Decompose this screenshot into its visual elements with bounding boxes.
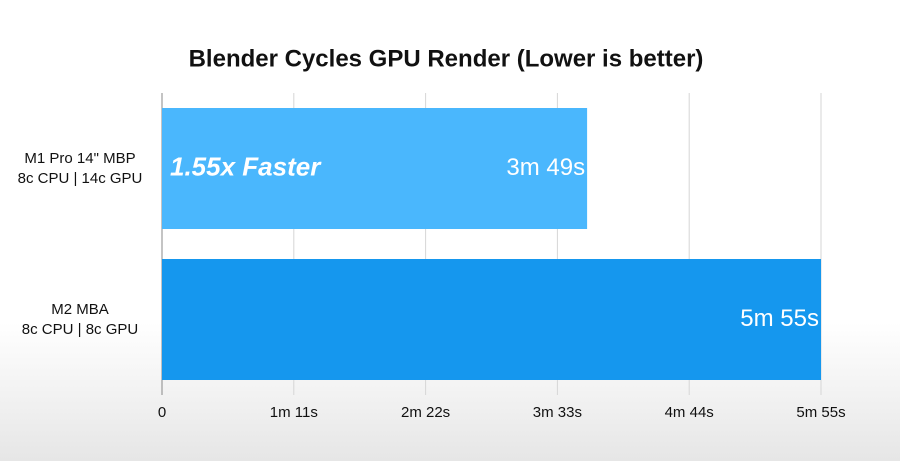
value-label: 3m 49s bbox=[506, 154, 585, 181]
x-tick-label: 4m 44s bbox=[665, 404, 714, 421]
bar bbox=[162, 259, 821, 380]
annotation: 1.55x Faster bbox=[170, 151, 322, 181]
y-tick-label: M1 Pro 14" MBP 8c CPU | 14c GPU bbox=[17, 149, 143, 187]
chart-title: Blender Cycles GPU Render (Lower is bett… bbox=[189, 45, 704, 72]
x-tick-label: 1m 11s bbox=[270, 404, 318, 421]
x-tick-label: 0 bbox=[158, 404, 166, 421]
x-tick-label: 3m 33s bbox=[533, 404, 582, 421]
y-tick-label: M2 MBA 8c CPU | 8c GPU bbox=[21, 300, 139, 338]
x-tick-label: 5m 55s bbox=[796, 404, 845, 421]
bar bbox=[162, 108, 588, 229]
x-tick-label: 2m 22s bbox=[401, 404, 450, 421]
value-label: 5m 55s bbox=[740, 305, 819, 332]
